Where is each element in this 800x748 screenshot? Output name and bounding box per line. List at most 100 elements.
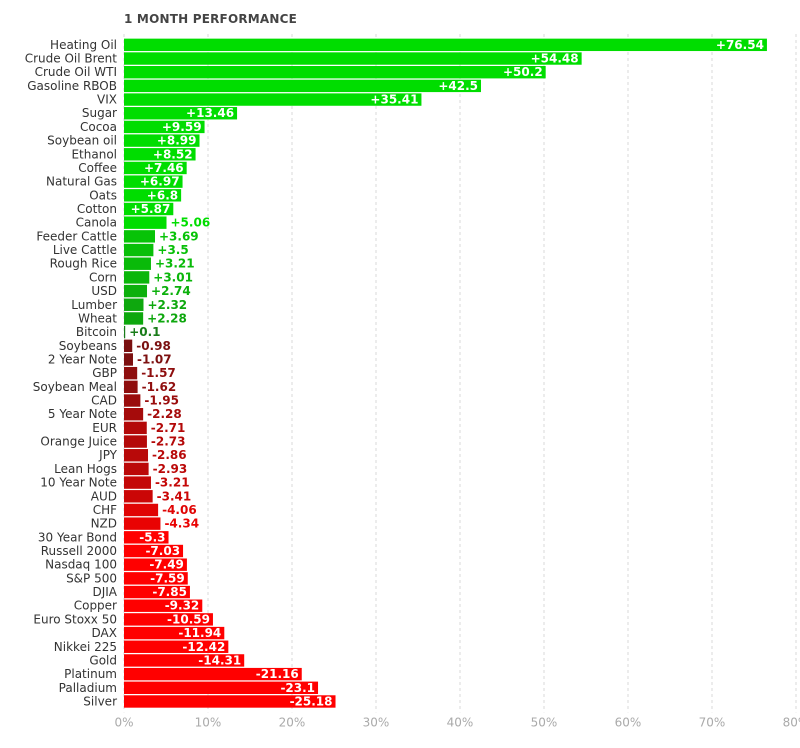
category-label: Gold (89, 653, 117, 667)
data-label: -2.86 (152, 448, 187, 462)
category-label: Crude Oil Brent (25, 52, 118, 66)
category-label: Nasdaq 100 (45, 558, 117, 572)
category-label: Platinum (64, 667, 117, 681)
data-label: +42.5 (438, 79, 478, 93)
data-label: +8.99 (157, 134, 197, 148)
bar (124, 435, 147, 448)
category-label: GBP (92, 366, 117, 380)
bar (124, 257, 151, 270)
bar (124, 585, 190, 599)
bar (124, 243, 154, 257)
data-label: -4.06 (162, 503, 197, 517)
data-label: +5.06 (171, 216, 211, 230)
data-label: -2.28 (147, 407, 182, 421)
data-label: +2.28 (147, 311, 187, 325)
data-label: +3.5 (157, 243, 188, 257)
data-label: -7.85 (152, 585, 187, 599)
data-label: -4.34 (164, 517, 199, 531)
bar (124, 613, 213, 626)
category-label: DAX (92, 626, 117, 640)
bar (124, 230, 155, 243)
bar (124, 394, 141, 407)
data-label: +8.52 (153, 147, 193, 161)
bar (124, 681, 319, 694)
bar (124, 462, 149, 476)
x-tick-label: 10% (195, 715, 222, 729)
category-label: Oats (89, 188, 117, 202)
category-label: Feeder Cattle (36, 229, 117, 243)
bar (124, 503, 159, 517)
data-label: +13.46 (186, 106, 234, 120)
data-label: -23.1 (280, 681, 315, 695)
data-label: -1.95 (144, 394, 179, 408)
data-label: -2.73 (151, 435, 186, 449)
data-label: +3.21 (155, 257, 195, 271)
category-label: Natural Gas (46, 175, 117, 189)
bar (124, 325, 126, 339)
bar (124, 421, 147, 435)
bar (124, 120, 205, 134)
data-label: +54.48 (531, 52, 579, 66)
category-label: Russell 2000 (41, 544, 117, 558)
category-label: CAD (91, 394, 117, 408)
bar (124, 93, 422, 106)
data-label: -14.31 (198, 653, 241, 667)
category-label: Heating Oil (50, 38, 117, 52)
category-label: JPY (98, 448, 118, 462)
category-label: Crude Oil WTI (35, 65, 117, 79)
x-tick-label: 60% (615, 715, 642, 729)
grid-layer (123, 34, 797, 713)
bar (124, 189, 182, 202)
bar (124, 353, 133, 366)
category-label: Rough Rice (50, 257, 117, 271)
category-label: Lean Hogs (54, 462, 117, 476)
category-label: Cocoa (80, 120, 117, 134)
x-tick-label: 50% (531, 715, 558, 729)
bar (124, 366, 138, 380)
data-label: +50.2 (503, 65, 543, 79)
x-tick-label: 30% (363, 715, 390, 729)
x-tick-label: 20% (279, 715, 306, 729)
bar (124, 626, 225, 640)
chart-title: 1 MONTH PERFORMANCE (124, 12, 298, 26)
category-label: AUD (91, 489, 117, 503)
category-label: Palladium (59, 681, 117, 695)
category-label: 30 Year Bond (38, 530, 117, 544)
data-label: -25.18 (290, 694, 333, 708)
bar (124, 695, 336, 708)
x-tick-label: 40% (447, 715, 474, 729)
bar (124, 148, 196, 161)
bar (124, 449, 149, 462)
data-label: +9.59 (162, 120, 202, 134)
bar (124, 134, 200, 147)
data-label: -1.07 (137, 352, 172, 366)
bar (124, 599, 203, 612)
category-label: Live Cattle (53, 243, 117, 257)
bar (124, 52, 582, 65)
data-label: +3.69 (159, 229, 199, 243)
bar (124, 284, 148, 298)
data-label: +7.46 (144, 161, 184, 175)
bar (124, 408, 144, 421)
bar (124, 79, 481, 93)
category-label: Silver (83, 694, 117, 708)
category-label: 2 Year Note (48, 352, 117, 366)
category-label: Bitcoin (76, 325, 117, 339)
bar (124, 175, 183, 188)
category-label: DJIA (92, 585, 117, 599)
category-label: Coffee (78, 161, 117, 175)
category-label: Corn (89, 270, 117, 284)
data-label: -2.71 (151, 421, 186, 435)
bar (124, 654, 245, 667)
category-label: Nikkei 225 (54, 640, 117, 654)
bar (124, 490, 153, 503)
bar (124, 476, 151, 489)
data-label: -0.98 (136, 339, 171, 353)
bar (124, 544, 184, 558)
x-tick-label: 80% (783, 715, 800, 729)
bar (124, 271, 150, 284)
category-label: 5 Year Note (48, 407, 117, 421)
data-label: -10.59 (167, 612, 210, 626)
